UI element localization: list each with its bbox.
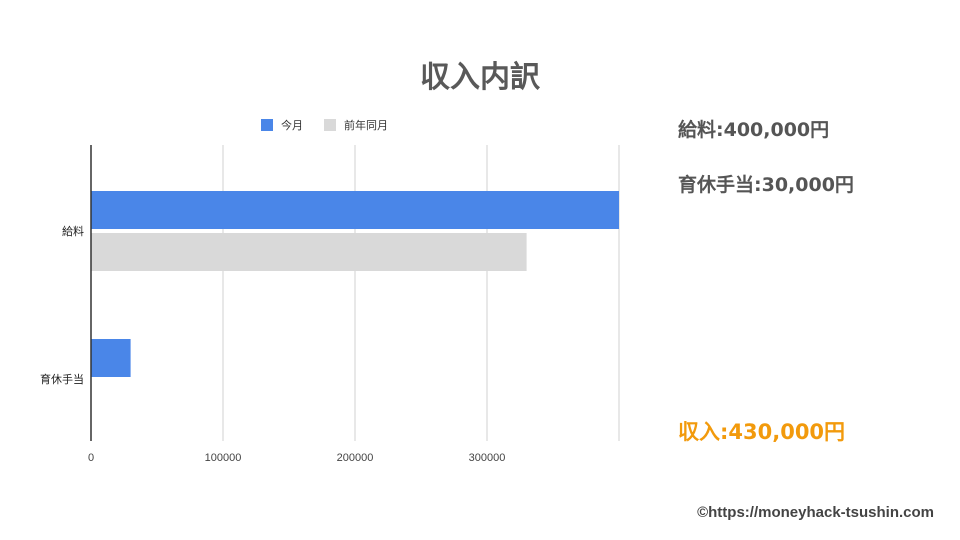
- legend-label-prior: 前年同月: [344, 119, 388, 132]
- x-tick-label-1: 100000: [205, 452, 242, 464]
- bar-0-0: [91, 191, 619, 229]
- legend-label-current: 今月: [281, 119, 303, 132]
- x-tick-label-3: 300000: [469, 452, 506, 464]
- legend-swatch-prior: [324, 119, 336, 131]
- legend-swatch-current: [261, 119, 273, 131]
- x-tick-label-0: 0: [88, 452, 94, 464]
- category-label-1: 育休手当: [40, 372, 84, 386]
- bar-0-1: [91, 339, 131, 377]
- x-tick-label-2: 200000: [337, 452, 374, 464]
- bar-1-0: [91, 233, 527, 271]
- summary-total: 収入:430,000円: [678, 420, 846, 444]
- summary-childcare: 育休手当:30,000円: [678, 174, 854, 196]
- chart-title: 収入内訳: [420, 60, 540, 95]
- category-label-0: 給料: [62, 224, 84, 238]
- summary-salary: 給料:400,000円: [678, 119, 830, 141]
- credit-url: ©https://moneyhack-tsushin.com: [697, 504, 934, 521]
